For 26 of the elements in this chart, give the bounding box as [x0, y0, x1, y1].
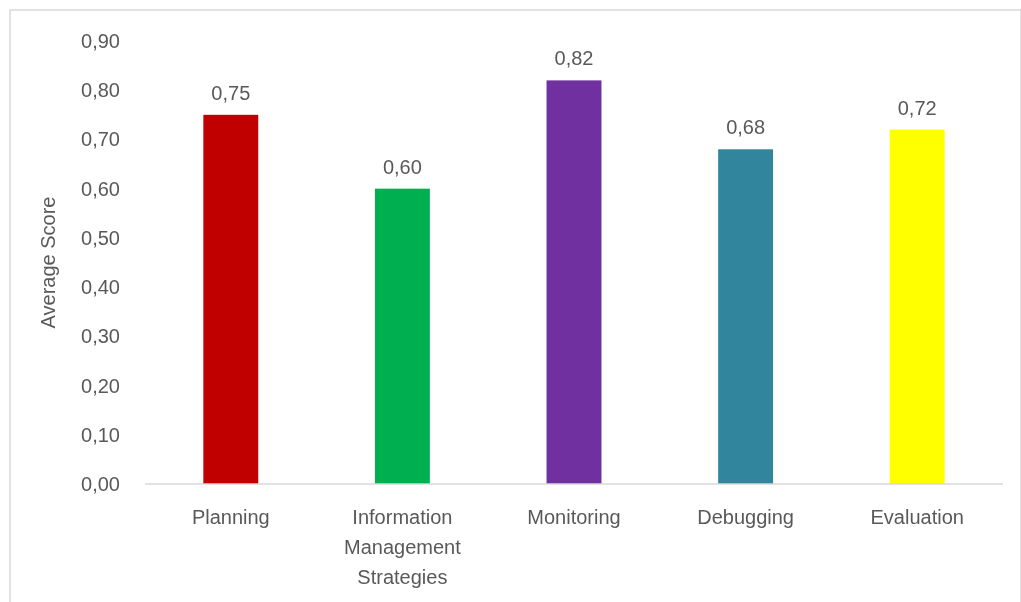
y-tick-label: 0,40 [81, 276, 120, 299]
y-tick-label: 0,20 [81, 374, 120, 397]
y-axis-title: Average Score [37, 196, 59, 329]
data-label: 0,72 [897, 96, 937, 119]
x-tick-label: Debugging [697, 506, 794, 528]
bar [718, 149, 774, 484]
x-tick-label: Evaluation [870, 506, 964, 528]
y-tick-label: 0,00 [81, 473, 120, 495]
x-tick-label: Information Management Strategies [344, 506, 462, 588]
x-tick-label: Monitoring [527, 506, 621, 528]
data-label: 0,68 [726, 116, 766, 139]
bar [889, 129, 945, 484]
data-label: 0,75 [211, 81, 251, 104]
y-tick-label: 0,70 [81, 128, 120, 151]
x-tick-label: Planning [191, 506, 270, 528]
y-tick-label: 0,10 [81, 423, 120, 446]
y-tick-label: 0,30 [81, 325, 120, 348]
y-tick-label: 0,50 [81, 226, 120, 249]
y-tick-label: 0,90 [81, 30, 120, 52]
data-label: 0,60 [382, 155, 422, 178]
y-tick-label: 0,60 [81, 177, 120, 200]
bar [203, 114, 259, 484]
bar [546, 80, 602, 484]
bar [374, 188, 430, 484]
y-tick-label: 0,80 [81, 79, 120, 102]
data-label: 0,82 [554, 47, 594, 70]
